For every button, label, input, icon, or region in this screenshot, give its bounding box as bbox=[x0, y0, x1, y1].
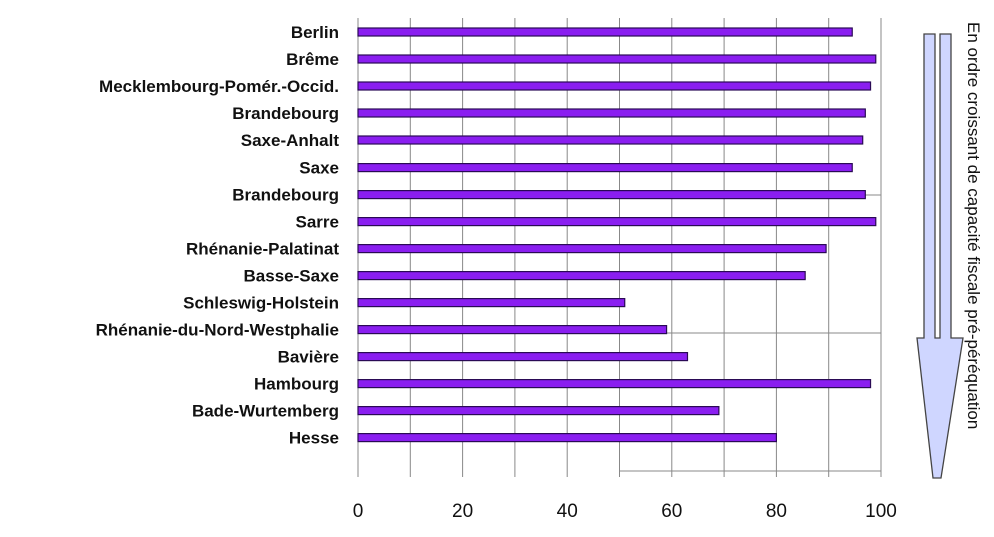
bar bbox=[357, 163, 853, 173]
bar bbox=[357, 108, 866, 118]
category-label: Rhénanie-Palatinat bbox=[186, 240, 339, 259]
bar bbox=[357, 433, 777, 443]
x-tick-label: 20 bbox=[452, 501, 473, 522]
category-label: Brandebourg bbox=[232, 104, 339, 123]
category-label: Bade-Wurtemberg bbox=[192, 402, 339, 421]
x-tick-label: 60 bbox=[661, 501, 682, 522]
bar bbox=[357, 325, 668, 335]
bars bbox=[357, 27, 877, 443]
category-label: Brême bbox=[286, 50, 339, 69]
category-label: Schleswig-Holstein bbox=[183, 294, 339, 313]
category-label: Hesse bbox=[289, 429, 339, 448]
category-label: Bavière bbox=[278, 348, 339, 367]
bar bbox=[357, 298, 626, 308]
sort-order-annotation: En ordre croissant de capacité fiscale p… bbox=[964, 22, 983, 429]
category-label: Sarre bbox=[296, 213, 339, 232]
x-tick-labels: 0 20 40 60 80 100 bbox=[353, 501, 897, 522]
category-label: Saxe bbox=[299, 159, 339, 178]
category-label: Brandebourg bbox=[232, 186, 339, 205]
double-arrow-icon bbox=[916, 33, 964, 479]
bar bbox=[357, 135, 864, 145]
x-tick-label: 100 bbox=[865, 501, 897, 522]
category-label: Hambourg bbox=[254, 375, 339, 394]
bar bbox=[357, 190, 866, 200]
bar bbox=[357, 352, 689, 362]
category-label: Mecklembourg-Pomér.-Occid. bbox=[99, 77, 339, 96]
category-label: Berlin bbox=[291, 23, 339, 42]
bar bbox=[357, 406, 720, 416]
x-tick-label: 40 bbox=[557, 501, 578, 522]
category-label: Saxe-Anhalt bbox=[241, 131, 340, 150]
category-labels: Berlin Brême Mecklembourg-Pomér.-Occid. Bra… bbox=[96, 23, 340, 448]
bar bbox=[357, 54, 877, 64]
category-label: Basse-Saxe bbox=[244, 267, 339, 286]
bar bbox=[357, 217, 877, 227]
bar bbox=[357, 27, 853, 37]
category-label: Rhénanie-du-Nord-Westphalie bbox=[96, 321, 339, 340]
bar bbox=[357, 81, 872, 91]
bar bbox=[357, 379, 872, 389]
x-tick-label: 80 bbox=[766, 501, 787, 522]
bar bbox=[357, 271, 806, 281]
bar bbox=[357, 244, 827, 254]
x-tick-label: 0 bbox=[353, 501, 364, 522]
down-arrow-icon bbox=[916, 33, 964, 479]
